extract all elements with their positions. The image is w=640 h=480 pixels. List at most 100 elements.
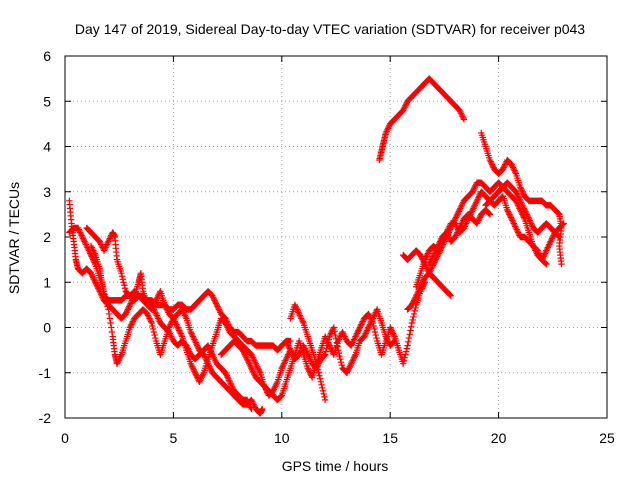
data-point [254,363,261,370]
data-point [126,301,134,309]
data-point [456,206,463,214]
data-point [332,331,339,339]
data-point [355,325,363,333]
data-point [286,345,293,352]
data-point [213,301,220,309]
data-point [241,351,249,358]
data-point [90,276,98,283]
data-point [457,108,464,116]
data-point [543,247,550,254]
data-point [389,328,396,336]
data-point [251,358,259,366]
data-point [297,348,304,355]
data-point [104,239,111,247]
data-point [271,384,278,392]
data-point [470,187,477,194]
data-point [296,312,304,319]
data-point [459,114,467,122]
data-point [82,239,89,247]
data-point [80,236,87,244]
data-point [193,340,200,348]
data-point [212,357,219,364]
data-point [554,209,562,217]
data-point [192,339,200,346]
data-point [429,262,437,269]
data-point [148,319,155,327]
data-point [384,337,392,345]
data-point [283,339,291,346]
data-point [475,193,483,200]
data-point [444,232,452,239]
data-point [359,318,366,325]
data-point [128,321,135,328]
data-point [151,307,158,315]
data-point [168,319,175,327]
x-tick-label: 0 [61,430,69,446]
data-point [250,369,257,376]
data-point [517,185,525,192]
data-point [423,251,431,259]
data-point [280,360,288,367]
data-point [343,369,351,376]
data-point [341,333,348,340]
data-point [105,310,113,318]
data-point [400,107,407,114]
data-point [88,244,95,251]
data-point [326,333,333,340]
data-point [472,199,480,206]
data-point [540,253,547,260]
data-point [118,270,125,277]
data-point [196,378,203,385]
tick-layer: 0 5 10 15 20 25 -2 -1 0 1 2 3 4 5 6 [39,48,615,446]
data-point [371,328,379,336]
data-point [282,357,289,364]
data-point [518,200,525,208]
data-point [322,348,330,355]
data-point [320,390,327,398]
data-point [433,245,440,253]
data-point [147,316,154,324]
data-point [400,360,407,367]
data-point [282,337,290,345]
data-point [342,334,349,342]
x-tick-label: 10 [274,430,290,446]
data-point [414,289,421,297]
data-point [147,318,155,325]
data-point [123,307,131,315]
data-point [387,325,395,333]
data-point [243,354,250,361]
data-point [120,279,127,286]
data-point [296,349,304,357]
data-point [77,230,85,238]
data-point [116,354,124,361]
data-point [256,368,263,375]
data-point [188,362,195,369]
data-point [225,375,232,382]
data-point [353,331,360,339]
data-point [129,319,136,327]
data-point [78,232,85,239]
series-track-14 [376,75,468,164]
data-point [476,214,484,221]
data-point [251,371,258,378]
data-point [545,241,553,248]
data-point [356,324,364,331]
y-tick-label: 4 [43,139,51,155]
data-point [472,200,479,208]
data-point [91,277,98,284]
data-point [501,162,508,170]
data-point [358,321,365,328]
data-point [427,257,434,265]
data-point [347,360,355,367]
data-point [102,242,110,250]
data-point [317,378,325,385]
data-point [384,125,392,132]
data-point [153,312,160,319]
data-point [103,241,111,248]
data-point [351,334,358,342]
data-point [209,294,217,301]
data-point [458,220,465,227]
data-point [505,209,512,217]
data-point [541,250,549,257]
data-point [457,203,465,211]
